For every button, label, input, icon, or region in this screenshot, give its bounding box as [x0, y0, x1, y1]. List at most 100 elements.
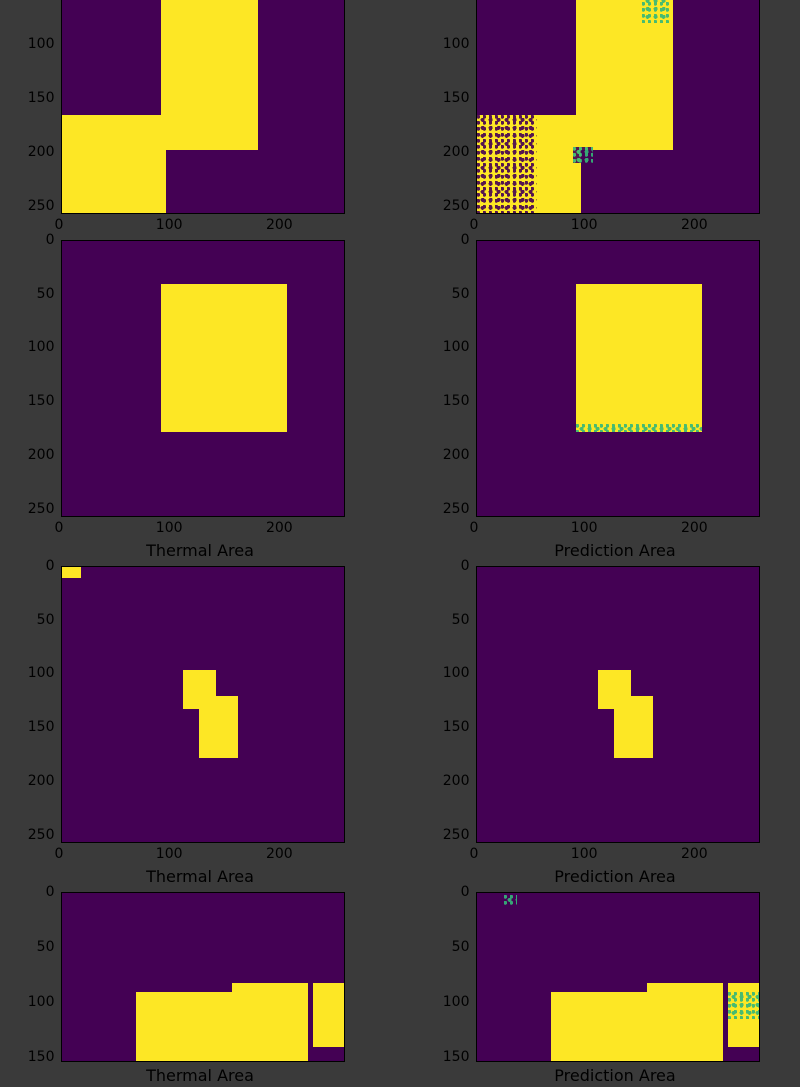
noise-region — [477, 115, 538, 213]
ytick-label: 50 — [452, 613, 470, 627]
ytick-label: 50 — [452, 287, 470, 301]
ytick-label: 250 — [28, 502, 55, 516]
xtick-label: 0 — [55, 847, 64, 861]
plot-row: 050100150200250 — [436, 566, 760, 843]
y-axis: 050100150200250 — [21, 566, 61, 841]
plot-area — [61, 0, 345, 214]
xtick-label: 200 — [266, 847, 293, 861]
xtick-label: 100 — [571, 847, 598, 861]
panel-r1c1: 0501001502002500100200Prediction Area — [425, 240, 770, 560]
ytick-label: 250 — [28, 199, 55, 213]
ytick-label: 250 — [28, 828, 55, 842]
xtick-label: 0 — [470, 521, 479, 535]
data-rect — [614, 696, 653, 758]
xtick-label: 200 — [681, 521, 708, 535]
noise-region — [573, 147, 593, 163]
xtick-label: 0 — [470, 218, 479, 232]
plot-row: 050100150200250 — [436, 240, 760, 517]
noise-region — [504, 895, 517, 906]
plot-area — [476, 0, 760, 214]
ytick-label: 200 — [28, 145, 55, 159]
data-rect — [199, 696, 238, 758]
axes-title: Prediction Area — [474, 541, 756, 560]
panel-r2c1: 0501001502002500100200Prediction Area — [425, 566, 770, 886]
ytick-label: 100 — [443, 37, 470, 51]
panel-r2c0: 0501001502002500100200Thermal Area — [10, 566, 355, 886]
ytick-label: 0 — [46, 885, 55, 899]
ytick-label: 50 — [37, 287, 55, 301]
xtick-label: 200 — [681, 847, 708, 861]
y-axis: 50100150200250 — [21, 0, 61, 212]
panel-r3c1: 050100150 Prediction Area — [425, 892, 770, 1085]
noise-region — [642, 0, 670, 23]
axes-title: Thermal Area — [59, 1066, 341, 1085]
panel-r3c0: 050100150 Thermal Area — [10, 892, 355, 1085]
ytick-label: 0 — [46, 233, 55, 247]
y-axis: 50100150200250 — [436, 0, 476, 212]
xtick-label: 0 — [55, 521, 64, 535]
ytick-label: 150 — [28, 394, 55, 408]
ytick-label: 150 — [28, 1050, 55, 1064]
x-axis: 0100200 — [59, 847, 341, 863]
noise-region — [728, 992, 759, 1019]
data-rect — [313, 983, 344, 1047]
x-axis: 0100200 — [474, 521, 756, 537]
ytick-label: 200 — [443, 774, 470, 788]
ytick-label: 200 — [443, 448, 470, 462]
ytick-label: 0 — [461, 559, 470, 573]
ytick-label: 150 — [443, 394, 470, 408]
y-axis: 050100150 — [21, 892, 61, 1060]
ytick-label: 200 — [443, 145, 470, 159]
x-axis: 0100200 — [59, 218, 341, 234]
xtick-label: 100 — [156, 218, 183, 232]
xtick-label: 100 — [156, 847, 183, 861]
ytick-label: 100 — [28, 340, 55, 354]
y-axis: 050100150200250 — [21, 240, 61, 515]
ytick-label: 0 — [46, 559, 55, 573]
plot-row: 50100150200250 — [21, 0, 345, 214]
y-axis: 050100150 — [436, 892, 476, 1060]
panel-r1c0: 0 50 100 150 200 250 0100200 Thermal Area — [10, 240, 355, 560]
y-axis: 050100150200250 — [436, 240, 476, 515]
xtick-label: 100 — [156, 521, 183, 535]
plot-row: 050100150200250 — [21, 240, 345, 517]
axes-title: Thermal Area — [59, 867, 341, 886]
data-rect — [62, 115, 167, 213]
ytick-label: 50 — [37, 613, 55, 627]
axes-title: Prediction Area — [474, 1066, 756, 1085]
data-rect — [161, 284, 288, 432]
xtick-label: 200 — [266, 218, 293, 232]
plot-row: 050100150200250 — [21, 566, 345, 843]
ytick-label: 100 — [443, 340, 470, 354]
x-axis: 0100200 — [59, 521, 341, 537]
xtick-label: 200 — [681, 218, 708, 232]
axes-title: Prediction Area — [474, 867, 756, 886]
ytick-label: 50 — [452, 940, 470, 954]
ytick-label: 50 — [37, 940, 55, 954]
data-rect — [161, 0, 258, 150]
plot-area — [476, 892, 760, 1062]
plot-row: 050100150 — [21, 892, 345, 1062]
panel-r0c0: 501001502002500100200 — [10, 0, 355, 234]
data-rect — [232, 983, 308, 1061]
plot-area — [61, 892, 345, 1062]
plot-area — [476, 240, 760, 517]
ytick-label: 150 — [443, 1050, 470, 1064]
plot-row: 50100150200250 — [436, 0, 760, 214]
plot-row: 050100150 — [436, 892, 760, 1062]
ytick-label: 100 — [28, 37, 55, 51]
ytick-label: 200 — [28, 448, 55, 462]
panel-r0c1: 50100150200250 0 100 200 — [425, 0, 770, 234]
noise-region — [576, 424, 703, 433]
xtick-label: 0 — [55, 218, 64, 232]
plot-area — [476, 566, 760, 843]
ytick-label: 0 — [461, 233, 470, 247]
axes-title: Thermal Area — [59, 541, 341, 560]
data-rect — [62, 567, 82, 578]
xtick-label: 0 — [470, 847, 479, 861]
data-rect — [576, 284, 703, 432]
xtick-label: 100 — [571, 218, 598, 232]
x-axis: 0100200 — [474, 218, 756, 234]
y-axis: 050100150200250 — [436, 566, 476, 841]
ytick-label: 100 — [28, 666, 55, 680]
